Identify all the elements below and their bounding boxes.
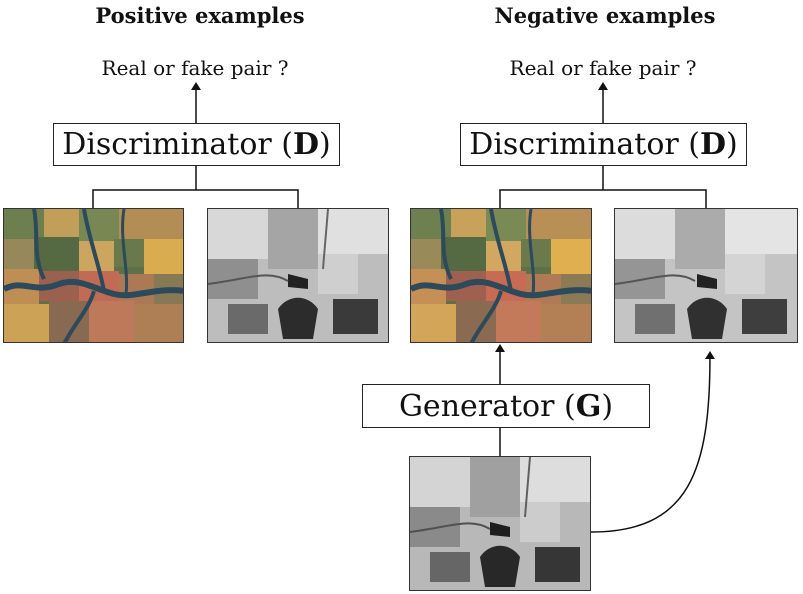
- negative-sar-image: [614, 208, 798, 343]
- positive-examples-heading: Positive examples: [95, 3, 305, 28]
- discriminator-label: Discriminator (: [62, 127, 293, 162]
- positive-input-fork: [92, 189, 299, 208]
- sar-skip-curve: [590, 351, 715, 533]
- negative-question-label: Real or fake pair ?: [509, 56, 697, 80]
- discriminator-symbol: D: [700, 127, 727, 162]
- negative-examples-heading: Negative examples: [494, 3, 716, 28]
- generator-box: Generator (G): [362, 384, 650, 428]
- generator-close: ): [601, 388, 614, 424]
- negative-optical-image: [410, 208, 592, 343]
- input-sar-image: [409, 456, 591, 591]
- discriminator-close: ): [319, 127, 331, 162]
- positive-optical-image: [3, 208, 184, 343]
- discriminator-close: ): [726, 127, 738, 162]
- positive-sar-image: [207, 208, 389, 343]
- negative-discriminator-box: Discriminator (D): [460, 123, 747, 166]
- generator-symbol: G: [575, 388, 602, 424]
- discriminator-label: Discriminator (: [469, 127, 700, 162]
- negative-input-fork: [499, 189, 707, 208]
- positive-question-label: Real or fake pair ?: [101, 56, 289, 80]
- positive-discriminator-box: Discriminator (D): [53, 123, 340, 166]
- generator-label: Generator (: [398, 388, 576, 424]
- discriminator-symbol: D: [293, 127, 320, 162]
